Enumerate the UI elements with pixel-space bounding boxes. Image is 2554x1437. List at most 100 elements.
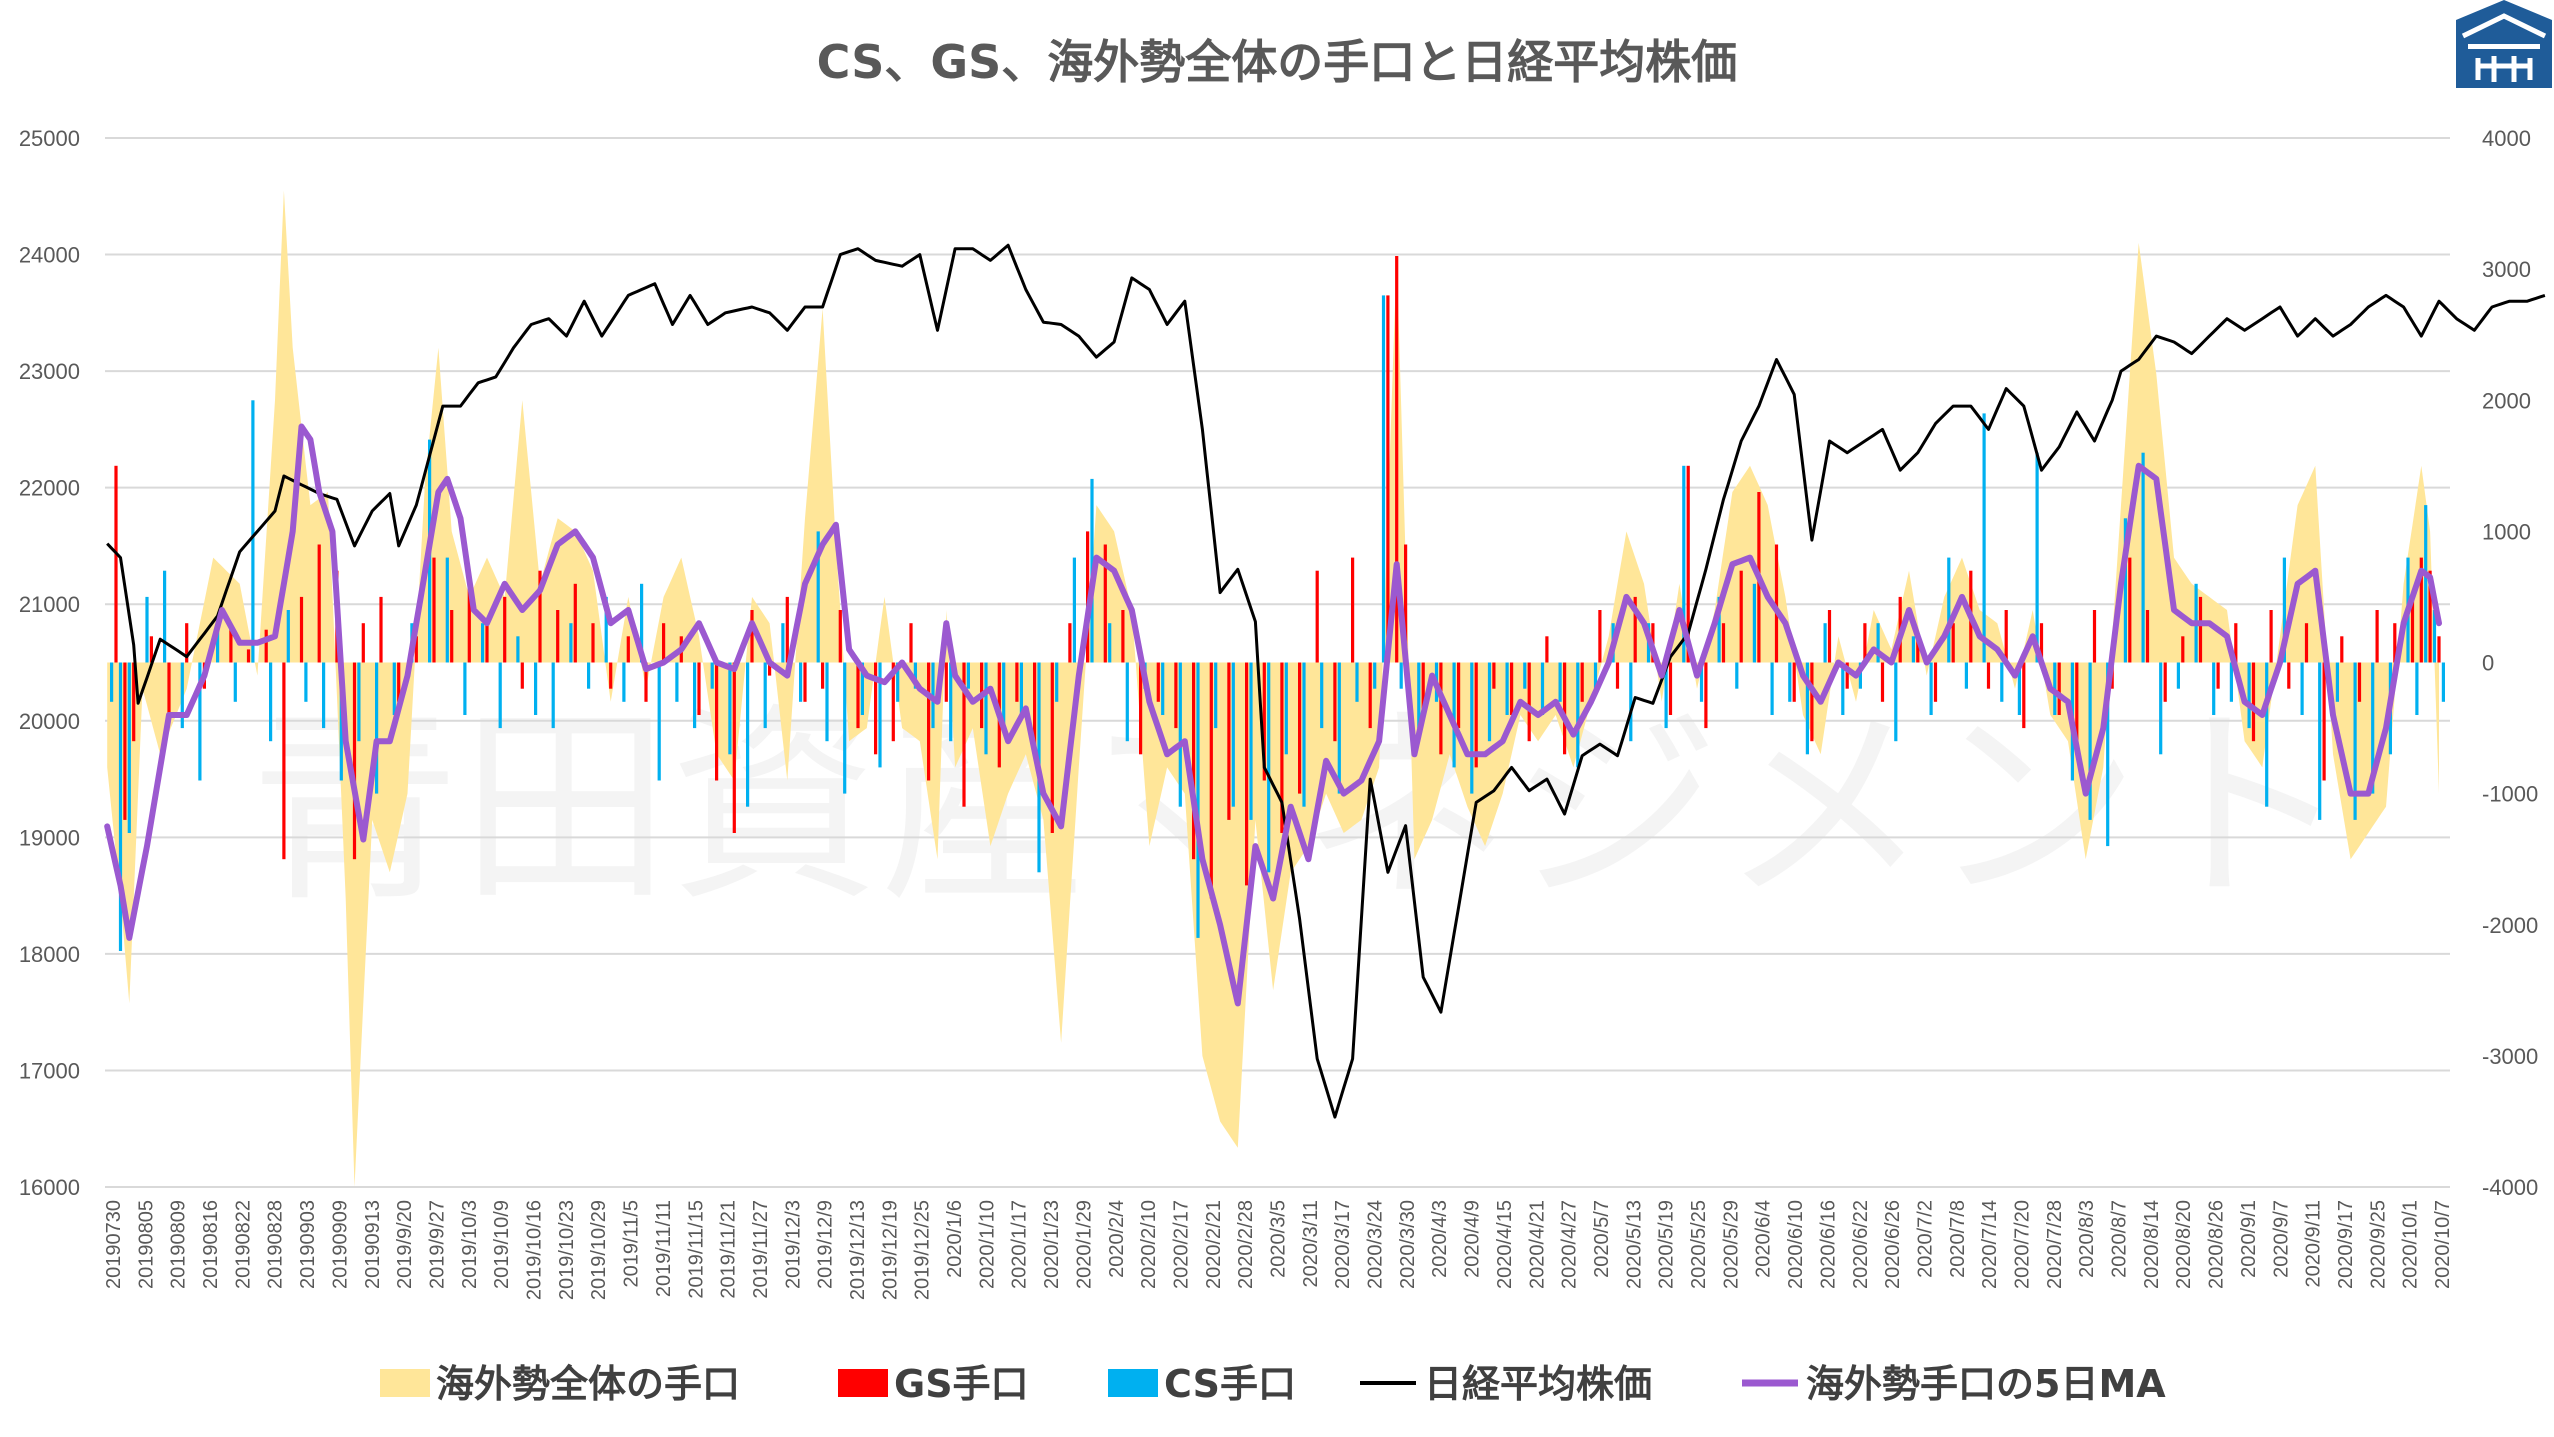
cs-bar bbox=[1682, 465, 1686, 663]
cs-bar bbox=[2159, 662, 2163, 755]
x-tick-label: 2020/10/7 bbox=[2432, 1200, 2454, 1289]
cs-bar bbox=[1373, 662, 1377, 689]
gs-bar bbox=[1615, 662, 1620, 689]
x-tick-label: 2020/2/21 bbox=[1203, 1200, 1225, 1289]
cs-bar bbox=[2265, 662, 2269, 807]
cs-bar bbox=[799, 662, 803, 702]
gs-bar bbox=[891, 662, 895, 742]
x-tick-label: 20190805 bbox=[135, 1200, 157, 1289]
gs-bar bbox=[609, 662, 613, 689]
cs-bar bbox=[1417, 662, 1421, 729]
gs-bar bbox=[1916, 636, 1920, 663]
gs-bar bbox=[520, 662, 524, 689]
cs-bar bbox=[693, 662, 697, 729]
x-tick-label: 2020/4/15 bbox=[1494, 1200, 1516, 1289]
x-tick-label: 2020/9/1 bbox=[2238, 1200, 2260, 1278]
cs-bar bbox=[251, 400, 255, 663]
gs-bar bbox=[2340, 636, 2344, 663]
gs-bar bbox=[1457, 662, 1461, 729]
cs-bar bbox=[1249, 662, 1253, 820]
cs-bar bbox=[1876, 623, 1880, 663]
cs-bar bbox=[110, 662, 114, 702]
cs-bar bbox=[2123, 518, 2127, 663]
cs-bar bbox=[2229, 662, 2233, 702]
cs-bar bbox=[322, 662, 326, 729]
cs-bar bbox=[1019, 662, 1023, 715]
cs-bar bbox=[2141, 452, 2145, 663]
gs-bar bbox=[114, 465, 118, 663]
cs-bar bbox=[587, 662, 591, 689]
y-right-tick-label: -4000 bbox=[2482, 1175, 2538, 1200]
cs-bar bbox=[1823, 623, 1827, 663]
gs-bar bbox=[1280, 662, 1284, 833]
y-right-tick-label: 4000 bbox=[2482, 126, 2531, 151]
x-tick-label: 20190822 bbox=[232, 1200, 254, 1289]
x-tick-label: 2020/7/2 bbox=[1914, 1200, 1936, 1278]
gs-bar bbox=[264, 629, 268, 663]
x-tick-label: 20190816 bbox=[200, 1200, 222, 1289]
cs-bar bbox=[746, 662, 750, 807]
y-left-tick-label: 16000 bbox=[19, 1175, 80, 1200]
gs-bar bbox=[715, 662, 719, 781]
cs-bar bbox=[1964, 662, 1968, 689]
x-tick-label: 2020/2/28 bbox=[1235, 1200, 1257, 1289]
cs-bar bbox=[2212, 662, 2216, 715]
cs-bar bbox=[1072, 557, 1076, 663]
cs-bar bbox=[357, 662, 361, 742]
gs-bar bbox=[2128, 557, 2132, 663]
y-left-tick-label: 23000 bbox=[19, 359, 80, 384]
gs-bar bbox=[1368, 662, 1372, 729]
gs-bar bbox=[132, 662, 136, 742]
gs-bar bbox=[2322, 662, 2326, 781]
x-tick-label: 2019/12/13 bbox=[847, 1200, 869, 1300]
gs-bar bbox=[2145, 610, 2150, 663]
legend-swatch bbox=[380, 1369, 430, 1397]
cs-bar bbox=[498, 662, 502, 729]
gs-bar bbox=[662, 623, 666, 663]
logo-icon bbox=[2456, 0, 2552, 88]
gs-bar bbox=[2393, 623, 2397, 663]
cs-bar bbox=[2371, 662, 2375, 794]
legend-item: CS手口 bbox=[1108, 1362, 1296, 1406]
x-tick-label: 2020/3/17 bbox=[1332, 1200, 1354, 1289]
y-right-tick-label: 2000 bbox=[2482, 388, 2531, 413]
x-tick-label: 2019/12/19 bbox=[879, 1200, 901, 1300]
x-tick-label: 20190909 bbox=[329, 1200, 351, 1289]
cs-bar bbox=[1770, 662, 1774, 715]
y-left-tick-label: 22000 bbox=[19, 476, 80, 501]
legend-swatch bbox=[1108, 1369, 1158, 1397]
gs-bar bbox=[1068, 623, 1072, 663]
gs-bar bbox=[1298, 662, 1302, 794]
gs-bar bbox=[1933, 662, 1938, 702]
cs-bar bbox=[1735, 662, 1739, 689]
gs-bar bbox=[838, 610, 842, 663]
gs-bar bbox=[1598, 610, 1602, 663]
legend-item: 海外勢手口の5日MA bbox=[1742, 1362, 2166, 1406]
gs-bar bbox=[591, 623, 595, 663]
cs-bar bbox=[1108, 623, 1112, 663]
cs-bar bbox=[375, 662, 379, 794]
gs-bar bbox=[2198, 596, 2203, 663]
gs-bar bbox=[768, 662, 772, 676]
x-tick-label: 2020/4/9 bbox=[1462, 1200, 1484, 1278]
x-tick-label: 2020/7/14 bbox=[1979, 1200, 2001, 1289]
gs-bar bbox=[750, 610, 754, 663]
gs-bar bbox=[962, 662, 966, 807]
cs-bar bbox=[2106, 662, 2110, 847]
cs-bar bbox=[1593, 662, 1598, 689]
cs-bar bbox=[1629, 662, 1633, 742]
gs-bar bbox=[538, 570, 542, 663]
x-tick-label: 2020/6/26 bbox=[1882, 1200, 1904, 1289]
legend-label: 海外勢全体の手口 bbox=[436, 1362, 740, 1406]
gs-bar bbox=[874, 662, 878, 755]
x-tick-label: 2019/10/29 bbox=[588, 1200, 610, 1300]
cs-bar bbox=[1399, 662, 1403, 689]
gs-bar bbox=[1880, 662, 1885, 702]
gs-bar bbox=[503, 596, 507, 663]
cs-bar bbox=[2441, 662, 2445, 702]
gs-bar bbox=[167, 662, 171, 715]
gs-bar bbox=[1827, 610, 1832, 663]
cs-bar bbox=[339, 662, 343, 781]
cs-bar bbox=[1302, 662, 1306, 807]
